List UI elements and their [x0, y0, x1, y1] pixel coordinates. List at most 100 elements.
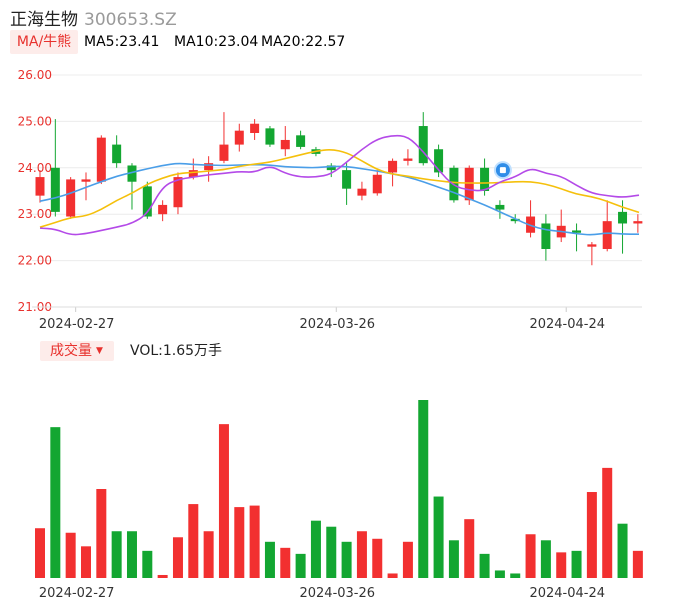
event-marker-icon[interactable] — [493, 161, 512, 180]
candle-body — [265, 128, 275, 145]
volume-bar — [142, 550, 153, 578]
volume-button-label: 成交量 — [50, 343, 92, 359]
candlesticks — [35, 112, 643, 266]
candle-body — [495, 204, 505, 210]
candle-body — [342, 170, 352, 189]
volume-bar — [341, 541, 352, 578]
x-tick-label: 2024-04-24 — [529, 317, 605, 332]
volume-bar — [234, 507, 245, 578]
volume-bar — [157, 574, 168, 578]
candle-body — [464, 167, 474, 201]
volume-bars — [35, 400, 643, 578]
price-grid — [32, 74, 642, 308]
volume-bar — [402, 541, 413, 578]
candle-body — [81, 179, 91, 182]
volume-x-tick-label: 2024-02-27 — [39, 586, 115, 601]
volume-bar — [632, 550, 643, 578]
stock-code: 300653.SZ — [84, 10, 177, 30]
candle-body — [250, 123, 260, 133]
volume-bar — [464, 519, 475, 578]
volume-bar — [264, 541, 275, 578]
volume-bar — [356, 531, 367, 578]
candle-body — [633, 221, 643, 224]
volume-bar — [540, 540, 551, 578]
volume-bar — [571, 550, 582, 578]
candle-body — [602, 221, 612, 249]
candle-body — [296, 135, 306, 147]
candle-body — [127, 165, 137, 182]
stock-name: 正海生物 — [10, 10, 78, 30]
candle-body — [510, 218, 520, 222]
candle-body — [388, 160, 398, 173]
ma20-line — [39, 162, 639, 236]
volume-bar — [203, 531, 214, 578]
volume-bar — [479, 553, 490, 578]
candle-body — [434, 149, 444, 173]
candle-body — [234, 130, 244, 145]
ma-toggle-button[interactable]: MA/牛熊 — [10, 30, 78, 54]
volume-bar — [218, 424, 229, 578]
ma5-line — [39, 134, 640, 236]
ma10-legend: MA10:23.04 — [174, 34, 259, 50]
moving-average-lines — [39, 134, 640, 236]
candle-body — [112, 144, 122, 164]
volume-bar — [249, 505, 260, 578]
volume-x-tick-label: 2024-04-24 — [529, 586, 605, 601]
volume-bar — [96, 489, 107, 578]
volume-bar — [617, 523, 628, 578]
candle-body — [66, 179, 76, 217]
candle-body — [173, 177, 183, 208]
candle-body — [158, 204, 168, 215]
y-tick-label: 23.00 — [18, 207, 52, 221]
volume-bar — [172, 537, 183, 578]
candle-body — [188, 170, 198, 178]
volume-bar — [295, 553, 306, 578]
volume-bar — [280, 547, 291, 578]
y-tick-label: 22.00 — [18, 254, 52, 268]
volume-x-axis: 2024-02-27 2024-03-26 2024-04-24 — [39, 586, 605, 601]
volume-indicator-button[interactable]: 成交量 ▼ — [40, 341, 114, 361]
volume-bar — [80, 546, 91, 578]
ma10-line — [39, 149, 640, 228]
volume-bar — [510, 573, 521, 578]
candle-body — [357, 188, 367, 196]
ma5-legend: MA5:23.41 — [84, 34, 160, 50]
candle-body — [587, 244, 597, 247]
candle-body — [280, 139, 290, 150]
volume-bar — [50, 427, 61, 578]
candle-body — [572, 230, 582, 233]
price-x-axis: 2024-02-27 2024-03-26 2024-04-24 — [32, 306, 642, 332]
x-tick-label: 2024-02-27 — [39, 317, 115, 332]
candle-body — [35, 177, 45, 196]
volume-bar — [188, 504, 199, 578]
candle-body — [618, 211, 628, 224]
volume-bar — [126, 531, 137, 578]
marker-glyph — [499, 167, 506, 174]
volume-bar — [65, 532, 76, 578]
candle-body — [480, 167, 490, 191]
candle-body — [403, 158, 413, 161]
volume-bar — [310, 520, 321, 578]
y-tick-label: 26.00 — [18, 68, 52, 82]
y-tick-label: 24.00 — [18, 161, 52, 175]
volume-bar — [35, 528, 45, 578]
candle-body — [219, 144, 229, 161]
volume-bar — [433, 496, 444, 578]
candle-body — [204, 163, 214, 171]
x-tick-label: 2024-03-26 — [299, 317, 375, 332]
volume-bar — [448, 540, 459, 578]
volume-value-label: VOL:1.65万手 — [130, 343, 223, 359]
candle-body — [541, 223, 551, 249]
volume-bar — [586, 492, 597, 578]
ma20-legend: MA20:22.57 — [261, 34, 346, 50]
candle-body — [372, 174, 382, 194]
volume-bar — [387, 573, 398, 578]
volume-bar — [525, 534, 536, 578]
volume-bar — [326, 526, 337, 578]
volume-bar — [602, 467, 613, 578]
volume-bar — [556, 552, 567, 578]
volume-x-tick-label: 2024-03-26 — [299, 586, 375, 601]
candle-body — [96, 137, 106, 182]
